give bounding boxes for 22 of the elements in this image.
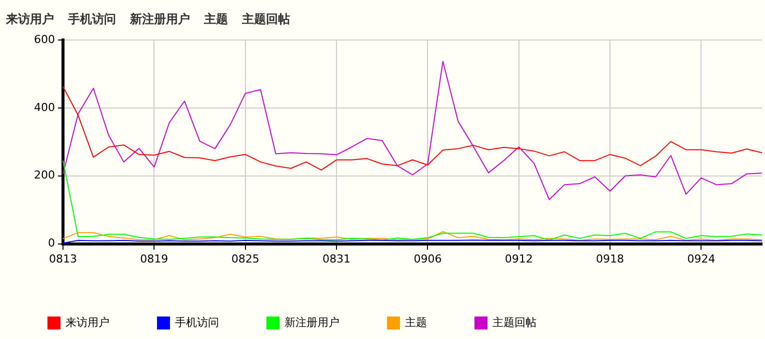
x-tick-label: 0813 [49,252,77,266]
x-tick-label: 0831 [322,252,351,266]
text: 来访用户 [6,11,54,28]
y-tick-label: 400 [34,100,55,114]
text: 手机访问 [68,11,116,28]
x-tick-label: 0918 [596,252,624,266]
text: 主题 [204,11,228,28]
legend-label: 主题 [405,316,427,329]
y-tick-label: 600 [34,32,55,46]
text: 新注册用户 [130,11,190,28]
x-tick-label: 0819 [140,252,168,266]
legend-label: 来访用户 [66,316,110,329]
y-tick-label: 0 [48,236,55,250]
legend-label: 主题回帖 [492,316,536,329]
legend-label: 手机访问 [175,316,219,329]
x-tick-label: 0912 [504,252,533,266]
text: 主题回帖 [242,11,290,28]
x-tick-label: 0924 [687,252,716,266]
y-tick-label: 200 [34,168,55,182]
legend-label: 新注册用户 [284,316,340,329]
x-tick-label: 0906 [414,252,442,266]
x-tick-label: 0825 [231,252,260,266]
